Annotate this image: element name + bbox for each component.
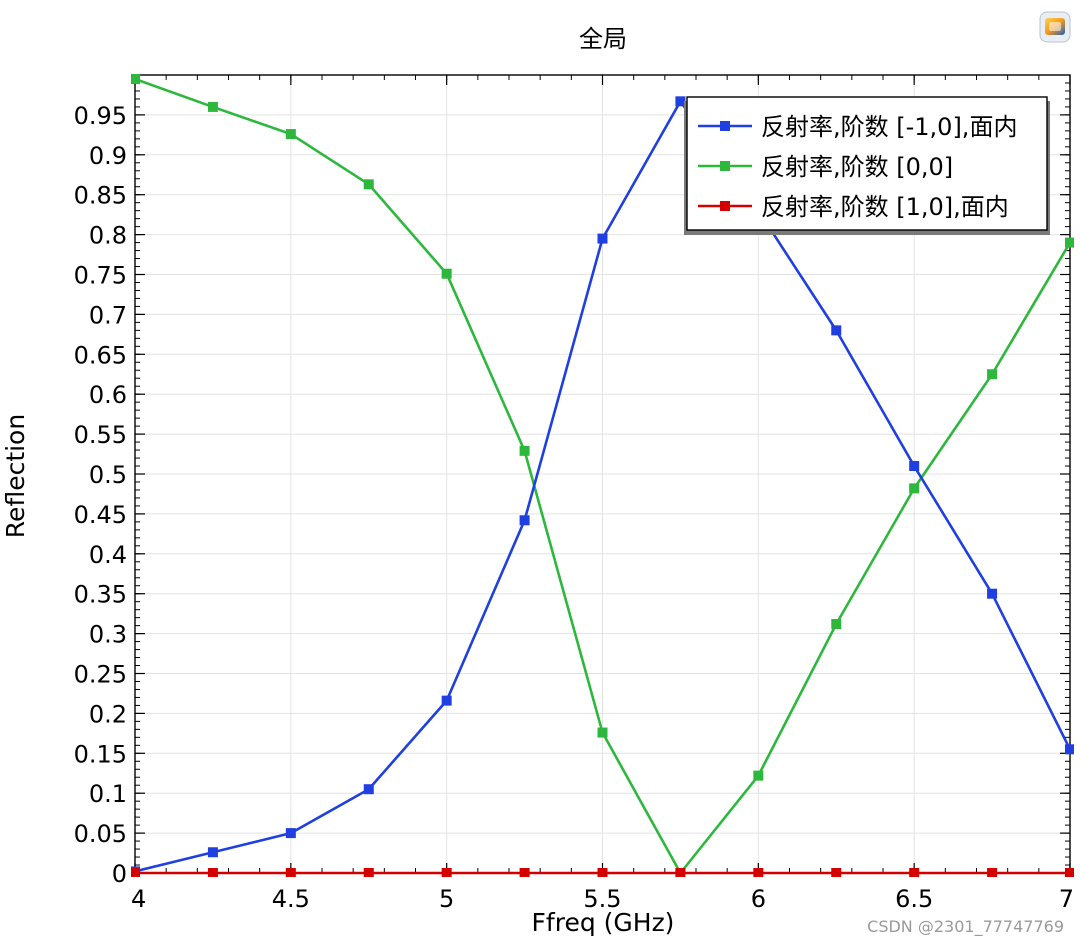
x-tick-label: 5.5 (583, 885, 621, 913)
y-tick-label: 0.45 (74, 501, 127, 529)
data-point (831, 619, 842, 630)
data-point (519, 445, 530, 456)
y-tick-label: 0.85 (74, 182, 127, 210)
series-2 (131, 868, 1074, 877)
data-point (753, 770, 764, 781)
y-tick-label: 0.2 (89, 700, 127, 728)
data-point (131, 868, 140, 877)
watermark: CSDN @2301_77747769 (867, 917, 1064, 937)
data-point (441, 268, 452, 279)
legend-marker (720, 161, 730, 171)
x-tick-label: 5 (439, 885, 454, 913)
data-point (363, 868, 374, 877)
data-point (831, 868, 842, 877)
legend-label: 反射率,阶数 [1,0],面内 (761, 193, 1009, 221)
y-tick-label: 0.5 (89, 461, 127, 489)
x-tick-label: 6 (751, 885, 766, 913)
data-point (1065, 744, 1074, 755)
data-point (441, 868, 452, 877)
y-tick-label: 0.35 (74, 581, 127, 609)
y-tick-label: 0.25 (74, 661, 127, 689)
data-point (131, 73, 140, 84)
y-tick-label: 0.05 (74, 820, 127, 848)
data-point (285, 868, 296, 877)
data-point (207, 847, 218, 858)
data-point (909, 461, 920, 472)
data-point (441, 695, 452, 706)
y-tick-label: 0.6 (89, 381, 127, 409)
data-point (207, 868, 218, 877)
legend-marker (720, 201, 730, 211)
y-tick-label: 0.3 (89, 621, 127, 649)
data-point (363, 179, 374, 190)
legend-box (686, 96, 1048, 231)
data-point (207, 101, 218, 112)
data-point (909, 868, 920, 877)
x-tick-label: 6.5 (895, 885, 933, 913)
data-point (987, 588, 998, 599)
x-tick-label: 4.5 (272, 885, 310, 913)
series-layer (131, 73, 1074, 877)
data-point (1065, 868, 1074, 877)
data-point (987, 868, 998, 877)
y-tick-label: 0.9 (89, 142, 127, 170)
y-tick-label: 0 (112, 860, 127, 888)
y-tick-label: 0.15 (74, 740, 127, 768)
x-tick-label: 4 (131, 885, 146, 913)
data-point (363, 784, 374, 795)
legend-item: 反射率,阶数 [-1,0],面内 (698, 113, 1017, 141)
y-axis-title: Reflection (1, 414, 30, 538)
data-point (675, 868, 686, 877)
y-tick-label: 0.75 (74, 262, 127, 290)
comsol-logo-icon (1039, 11, 1071, 43)
x-tick-label: 7 (1059, 885, 1074, 913)
data-point (675, 96, 686, 107)
chart-title: 全局 (579, 25, 627, 53)
x-axis-title: Ffreq (GHz) (532, 908, 675, 937)
data-point (597, 727, 608, 738)
legend-marker (720, 121, 730, 131)
data-point (597, 868, 608, 877)
data-point (987, 369, 998, 380)
data-point (909, 483, 920, 494)
data-point (519, 515, 530, 526)
y-tick-label: 0.95 (74, 102, 127, 130)
y-tick-label: 0.55 (74, 421, 127, 449)
data-point (285, 129, 296, 140)
legend-item: 反射率,阶数 [1,0],面内 (698, 193, 1009, 221)
legend-item: 反射率,阶数 [0,0] (698, 153, 953, 181)
y-axis-ticks: 0 0.05 0.1 0.15 0.2 0.25 0.3 0.35 0.4 0.45 0.5 0.55… (74, 74, 1070, 888)
data-point (519, 868, 530, 877)
legend-label: 反射率,阶数 [0,0] (761, 153, 953, 181)
y-tick-label: 0.65 (74, 341, 127, 369)
data-point (753, 868, 764, 877)
data-point (831, 325, 842, 336)
y-tick-label: 0.8 (89, 222, 127, 250)
y-tick-label: 0.1 (89, 780, 127, 808)
y-tick-label: 0.7 (89, 301, 127, 329)
data-point (285, 828, 296, 839)
y-tick-label: 0.4 (89, 541, 127, 569)
data-point (597, 233, 608, 244)
legend-label: 反射率,阶数 [-1,0],面内 (761, 113, 1017, 141)
data-point (1065, 237, 1074, 248)
